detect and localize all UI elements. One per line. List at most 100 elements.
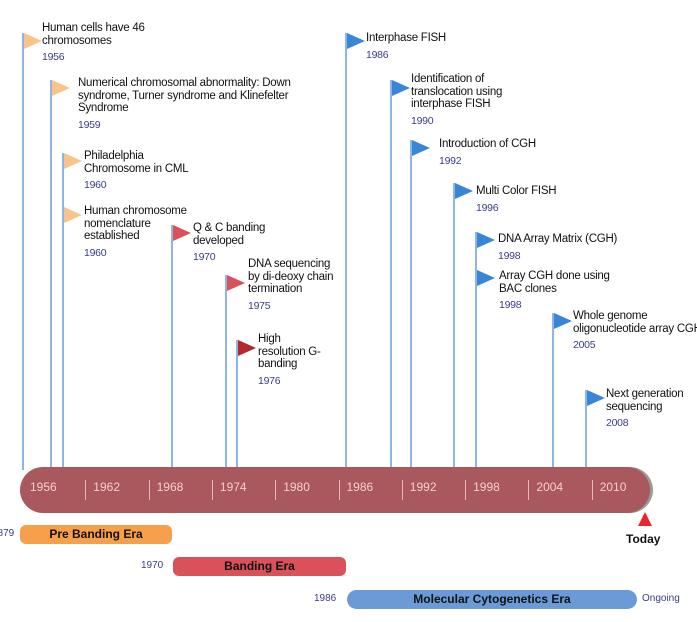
flag-icon bbox=[64, 153, 82, 169]
era-bar: Molecular Cytogenetics Era bbox=[347, 590, 637, 609]
flag-icon bbox=[238, 340, 256, 356]
tick-separator bbox=[275, 480, 277, 500]
event-text: Human chromosome nomenclature establishe… bbox=[84, 205, 187, 242]
event-year: 1996 bbox=[476, 201, 499, 214]
flag-icon bbox=[52, 80, 70, 96]
event-pole bbox=[585, 390, 587, 470]
event-pole bbox=[552, 313, 554, 470]
event-label: Human chromosome nomenclature establishe… bbox=[84, 205, 204, 259]
flag-icon bbox=[392, 80, 410, 96]
flag-icon bbox=[477, 232, 495, 248]
event-pole bbox=[171, 225, 173, 470]
flag-icon bbox=[477, 270, 495, 286]
event-text: Interphase FISH bbox=[366, 32, 446, 44]
axis-tick: 1956 bbox=[30, 480, 57, 494]
event-text: Q & C banding developed bbox=[193, 222, 266, 247]
flag-icon bbox=[455, 183, 473, 199]
event-label: DNA Array Matrix (CGH) 1998 bbox=[498, 233, 648, 262]
event-text: Next generation sequencing bbox=[606, 388, 684, 413]
flag-icon bbox=[587, 390, 605, 406]
event-pole bbox=[475, 270, 477, 470]
event-year: 1970 bbox=[193, 251, 216, 263]
event-text: Multi Color FISH bbox=[476, 185, 557, 197]
tick-separator bbox=[528, 480, 530, 500]
event-text: DNA sequencing by di-deoxy chain termina… bbox=[248, 258, 334, 295]
axis-tick: 1974 bbox=[219, 480, 247, 494]
flag-icon bbox=[64, 207, 82, 223]
flag-icon bbox=[412, 140, 430, 156]
event-text: Array CGH done using BAC clones bbox=[499, 270, 610, 295]
axis-tick: 1962 bbox=[93, 480, 120, 494]
event-label: Q & C banding developed 1970 bbox=[193, 222, 283, 264]
event-label: Whole genome oligonucleotide array CGH 20… bbox=[573, 310, 697, 352]
event-year: 1976 bbox=[258, 374, 281, 387]
event-year: 1960 bbox=[84, 246, 107, 259]
event-year: 1975 bbox=[248, 299, 271, 312]
flag-icon bbox=[347, 33, 365, 49]
event-year: 1986 bbox=[366, 48, 389, 61]
event-label: Array CGH done using BAC clones 1998 bbox=[499, 270, 629, 312]
flag-icon bbox=[24, 33, 42, 49]
event-year: 1998 bbox=[499, 299, 522, 311]
event-pole bbox=[50, 80, 52, 470]
event-text: DNA Array Matrix (CGH) bbox=[498, 233, 618, 245]
event-label: DNA sequencing by di-deoxy chain termina… bbox=[248, 258, 338, 312]
axis-tick: 1968 bbox=[156, 480, 184, 494]
event-label: Human cells have 46 chromosomes 1956 bbox=[42, 22, 152, 64]
event-year: 2005 bbox=[573, 339, 596, 351]
event-label: Numerical chromosomal abnormality: Down … bbox=[78, 77, 318, 131]
event-pole bbox=[236, 340, 238, 470]
event-year: 1959 bbox=[78, 118, 101, 131]
tick-separator bbox=[401, 480, 403, 500]
event-year: 1956 bbox=[42, 51, 65, 63]
event-label: Identification of translocation using in… bbox=[411, 73, 531, 127]
event-label: Philadelphia Chromosome in CML 1960 bbox=[84, 150, 204, 192]
event-text: Philadelphia Chromosome in CML bbox=[84, 150, 189, 175]
event-year: 2008 bbox=[606, 417, 629, 429]
event-text: Human cells have 46 chromosomes bbox=[42, 22, 145, 47]
flag-icon bbox=[227, 275, 245, 291]
event-text: Numerical chromosomal abnormality: Down … bbox=[78, 77, 291, 114]
era-bar: Pre Banding Era bbox=[20, 525, 172, 544]
event-pole bbox=[225, 275, 227, 470]
tick-separator bbox=[465, 480, 467, 500]
tick-separator bbox=[85, 480, 87, 500]
event-label: Next generation sequencing 2008 bbox=[606, 388, 696, 430]
event-label: Introduction of CGH 1992 bbox=[439, 138, 579, 167]
event-year: 1992 bbox=[439, 154, 462, 167]
today-label: Today bbox=[626, 532, 661, 546]
axis-tick: 1992 bbox=[409, 480, 437, 494]
event-text: Whole genome oligonucleotide array CGH bbox=[573, 310, 697, 335]
event-label: Interphase FISH 1986 bbox=[366, 32, 486, 61]
era-end: Ongoing bbox=[642, 593, 680, 604]
flag-icon bbox=[554, 313, 572, 329]
axis-tick: 1998 bbox=[473, 480, 500, 494]
event-year: 1998 bbox=[498, 249, 521, 262]
event-text: Introduction of CGH bbox=[439, 138, 536, 150]
timeline-bar bbox=[20, 467, 650, 513]
event-text: Identification of translocation using in… bbox=[411, 73, 503, 110]
tick-separator bbox=[591, 480, 593, 500]
event-pole bbox=[62, 207, 64, 470]
event-year: 1990 bbox=[411, 114, 434, 127]
event-year: 1960 bbox=[84, 179, 107, 191]
era-start: 1986 bbox=[314, 593, 337, 604]
event-pole bbox=[22, 33, 24, 470]
era-start: 1970 bbox=[141, 560, 164, 571]
axis-tick: 1986 bbox=[346, 480, 374, 494]
axis-tick: 2004 bbox=[536, 480, 564, 494]
tick-separator bbox=[148, 480, 150, 500]
era-bar: Banding Era bbox=[173, 557, 346, 576]
axis-tick: 1980 bbox=[283, 480, 310, 494]
era-start: 1879 bbox=[0, 528, 15, 539]
tick-separator bbox=[211, 480, 213, 500]
event-pole bbox=[345, 33, 347, 470]
today-marker-icon bbox=[638, 512, 652, 526]
flag-icon bbox=[173, 225, 191, 241]
event-label: High resolution G-banding 1976 bbox=[258, 333, 328, 387]
event-label: Multi Color FISH 1996 bbox=[476, 185, 596, 214]
event-pole bbox=[390, 80, 392, 470]
event-text: High resolution G-banding bbox=[258, 333, 321, 370]
event-pole bbox=[410, 140, 412, 470]
